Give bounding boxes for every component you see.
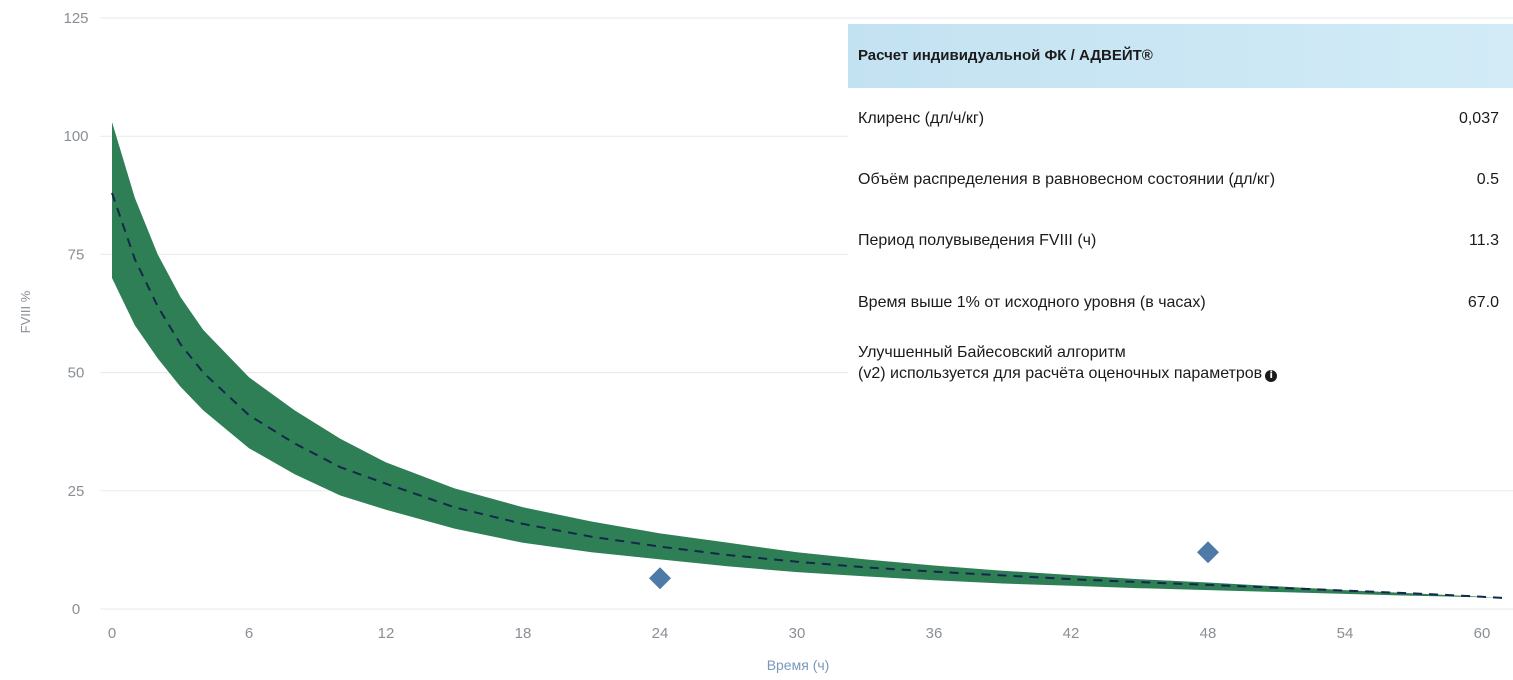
algorithm-note: Улучшенный Байесовский алгоритм (v2) исп…	[858, 342, 1418, 384]
volume-row: Объём распределения в равновесном состоя…	[858, 171, 1499, 189]
x-axis-title: Время (ч)	[767, 657, 830, 673]
x-tick-label-12: 12	[378, 625, 395, 642]
clearance-value: 0,037	[1458, 110, 1499, 127]
time-above-label: Время выше 1% от исходного уровня (в час…	[858, 294, 1206, 311]
time-above-value: 67.0	[1467, 294, 1499, 311]
x-tick-label-30: 30	[789, 625, 806, 642]
time-above-row: Время выше 1% от исходного уровня (в час…	[858, 294, 1499, 312]
y-tick-label-125: 125	[63, 10, 88, 27]
y-tick-label-75: 75	[68, 246, 85, 263]
y-axis-ticks: 0 25 50 75 100 125	[63, 10, 88, 618]
observed-point-48h	[1197, 541, 1219, 564]
y-tick-label-25: 25	[68, 483, 85, 500]
note-line-2: (v2) используется для расчёта оценочных …	[858, 363, 1418, 384]
estimated-curve-layer	[111, 192, 1505, 600]
x-tick-label-6: 6	[245, 625, 253, 642]
observed-point-24h	[649, 567, 671, 590]
y-tick-label-100: 100	[63, 128, 88, 145]
half-life-label: Период полувыведения FVIII (ч)	[858, 232, 1097, 249]
x-tick-label-36: 36	[926, 625, 943, 642]
x-tick-label-18: 18	[515, 625, 532, 642]
x-tick-label-42: 42	[1063, 625, 1080, 642]
clearance-label: Клиренс (дл/ч/кг)	[858, 110, 985, 127]
x-tick-label-60: 60	[1474, 625, 1491, 642]
x-tick-label-24: 24	[652, 625, 669, 642]
clearance-row: Клиренс (дл/ч/кг) 0,037	[858, 110, 1499, 128]
note-line-1: Улучшенный Байесовский алгоритм	[858, 344, 1126, 361]
x-tick-label-54: 54	[1337, 625, 1354, 642]
panel-title: Расчет индивидуальной ФК / АДВЕЙТ®	[848, 24, 1513, 88]
x-tick-label-48: 48	[1200, 625, 1217, 642]
x-axis-ticks: 0 6 12 18 24 30 36 42 48 54 60	[108, 625, 1491, 642]
half-life-row: Период полувыведения FVIII (ч) 11.3	[858, 232, 1499, 250]
observed-points-layer	[649, 541, 1219, 590]
x-tick-label-0: 0	[108, 625, 116, 642]
half-life-value: 11.3	[1469, 232, 1499, 249]
y-tick-label-0: 0	[72, 601, 80, 618]
info-icon[interactable]: i	[1265, 370, 1278, 382]
pk-results-panel: Расчет индивидуальной ФК / АДВЕЙТ® Клире…	[848, 24, 1513, 464]
y-tick-label-50: 50	[68, 365, 85, 382]
estimated-curve	[111, 192, 1505, 600]
y-axis-title: FVIII %	[18, 290, 33, 333]
volume-label: Объём распределения в равновесном состоя…	[858, 171, 1276, 188]
volume-value: 0.5	[1476, 171, 1499, 188]
